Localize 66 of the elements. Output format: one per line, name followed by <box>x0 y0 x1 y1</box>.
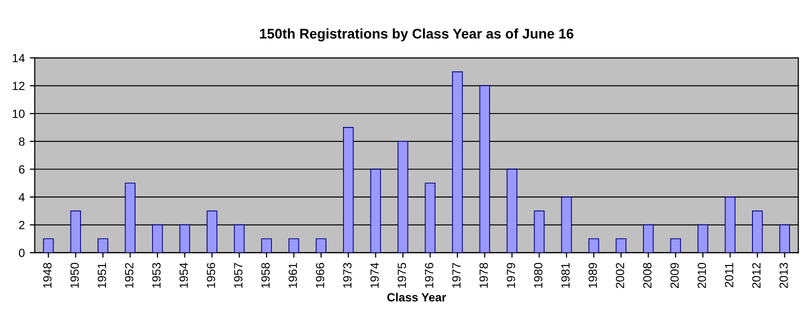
bar <box>261 238 272 253</box>
x-tick-label: 1980 <box>534 262 542 288</box>
bar <box>343 127 354 253</box>
y-tick-label: 0 <box>18 248 25 258</box>
y-tick-label: 12 <box>12 82 24 90</box>
y-tick-label: 2 <box>19 220 24 230</box>
bar <box>288 238 300 253</box>
x-tick-label: 2010 <box>698 262 706 288</box>
x-tick-label: 1948 <box>43 262 52 288</box>
bar <box>43 238 54 253</box>
x-tick-label: 1977 <box>452 262 461 288</box>
bar <box>370 168 381 253</box>
x-tick-label: 1978 <box>480 262 488 288</box>
bar <box>98 238 108 253</box>
x-tick-label: 2002 <box>616 262 624 288</box>
y-tick-label: 10 <box>12 110 25 118</box>
x-tick-label: 1966 <box>316 262 324 288</box>
y-tick-label: 14 <box>12 54 25 62</box>
bar <box>642 224 654 253</box>
bar <box>534 210 545 253</box>
x-tick-label: 2013 <box>779 262 788 288</box>
x-axis-title: Class Year <box>387 292 446 302</box>
x-tick-label: 1975 <box>398 262 406 288</box>
bar <box>152 224 163 253</box>
bar <box>506 168 518 253</box>
x-tick-label: 1974 <box>370 262 379 288</box>
y-tick-label: 6 <box>19 165 25 174</box>
bar <box>561 196 572 253</box>
x-tick-label: 1954 <box>180 262 188 288</box>
x-tick-label: 1951 <box>98 262 106 288</box>
x-tick-label: 1989 <box>588 262 597 288</box>
bar <box>724 196 736 253</box>
bar <box>779 224 790 253</box>
x-tick-label: 1958 <box>261 262 270 288</box>
x-tick-label: 1956 <box>206 262 216 288</box>
bar <box>398 140 408 253</box>
x-tick-label: 1973 <box>343 262 352 288</box>
bar <box>752 210 763 253</box>
x-tick-label: 2009 <box>670 262 679 288</box>
x-tick-label: 1976 <box>424 262 434 288</box>
bar <box>698 224 708 253</box>
bar <box>70 210 81 253</box>
x-tick-label: 1953 <box>152 262 161 288</box>
x-tick-label: 2011 <box>724 262 734 288</box>
bar <box>234 224 245 253</box>
chart-title: 150th Registrations by Class Year as of June 16 <box>260 28 574 42</box>
bar <box>588 238 600 253</box>
x-tick-label: 1979 <box>506 262 516 288</box>
x-tick-label: 1961 <box>288 262 297 288</box>
bar <box>616 238 626 253</box>
bar <box>179 224 190 253</box>
x-tick-label: 1981 <box>561 262 570 288</box>
bar <box>424 182 436 253</box>
x-tick-label: 2012 <box>752 262 761 288</box>
bar <box>124 182 136 253</box>
bar <box>316 238 326 253</box>
bar <box>206 210 218 253</box>
bar <box>452 71 463 253</box>
bar <box>670 238 681 253</box>
y-tick-label: 8 <box>18 137 25 146</box>
x-tick-label: 1957 <box>234 262 242 288</box>
x-tick-label: 2008 <box>643 262 652 288</box>
x-tick-label: 1952 <box>125 262 134 288</box>
x-tick-label: 1950 <box>70 262 79 288</box>
bar <box>479 85 490 253</box>
y-tick-label: 4 <box>18 193 25 202</box>
